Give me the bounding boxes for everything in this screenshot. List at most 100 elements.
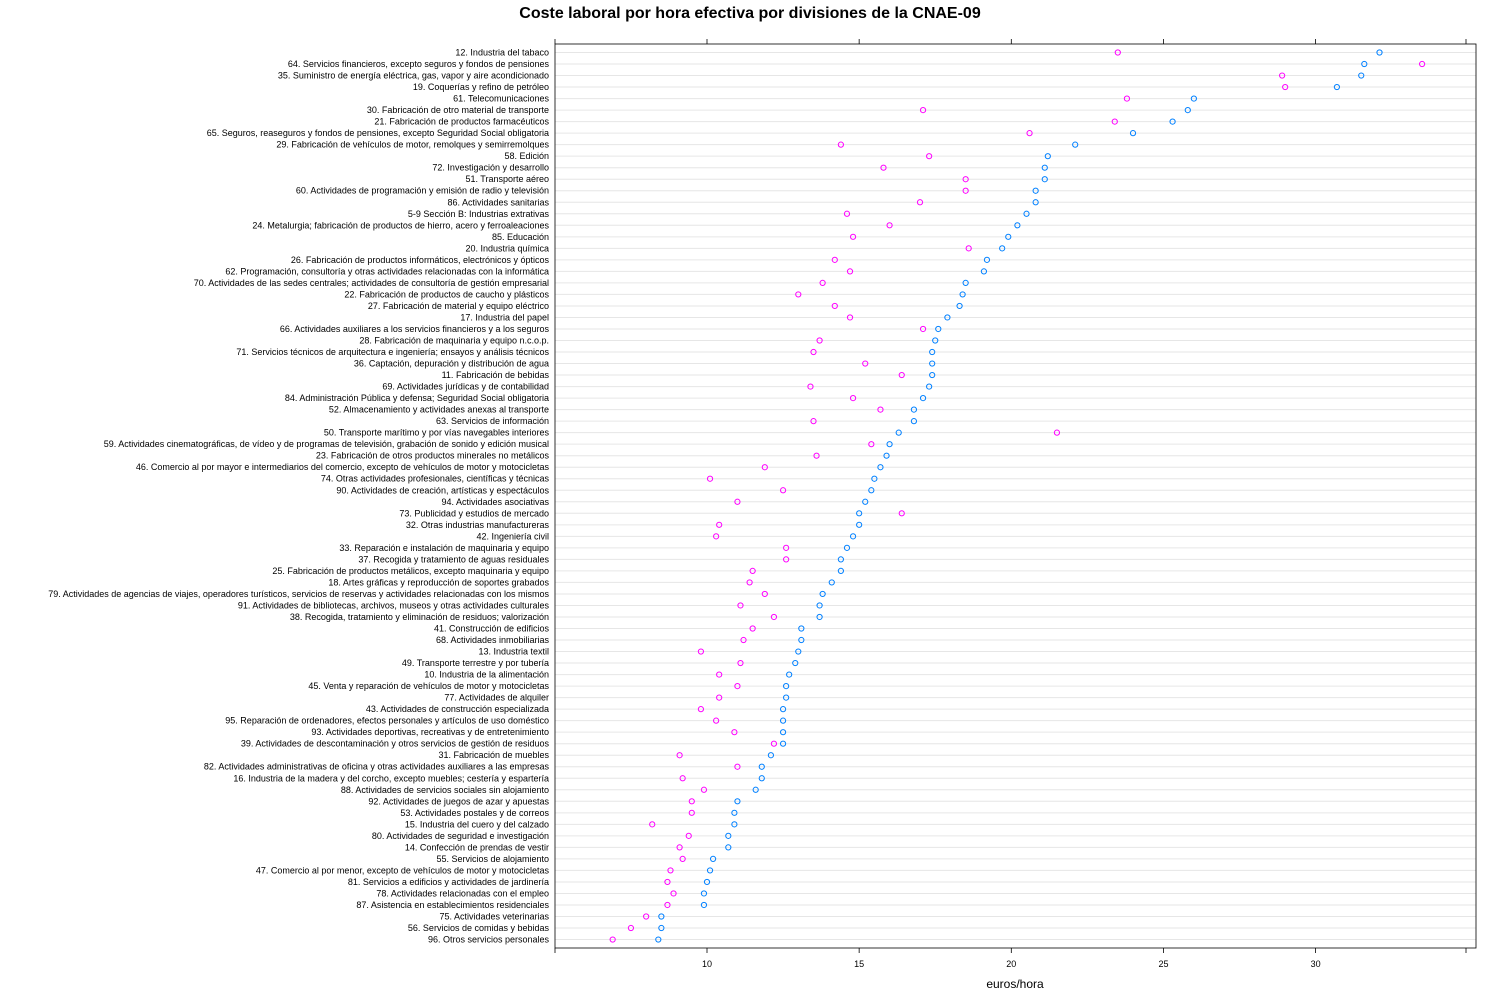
category-label: 37. Recogida y tratamiento de aguas resi… xyxy=(358,554,549,564)
category-label: 77. Actividades de alquiler xyxy=(444,693,549,703)
data-point xyxy=(871,475,878,482)
category-label: 93. Actividades deportivas, recreativas … xyxy=(311,727,549,737)
category-label: 45. Venta y reparación de vehículos de m… xyxy=(308,681,549,691)
category-label: 80. Actividades de seguridad e investiga… xyxy=(372,831,549,841)
data-point xyxy=(816,602,823,609)
data-point xyxy=(813,452,820,459)
data-point xyxy=(883,452,890,459)
data-point xyxy=(779,729,787,736)
x-tick-label: 10 xyxy=(702,959,712,969)
category-label: 78. Actividades relacionadas con el empl… xyxy=(376,888,549,898)
data-point xyxy=(731,809,738,816)
data-point xyxy=(877,406,884,413)
data-point xyxy=(868,487,875,494)
data-point xyxy=(1041,176,1048,183)
data-point xyxy=(846,314,854,321)
category-label: 79. Actividades de agencias de viajes, o… xyxy=(48,589,549,599)
data-point xyxy=(956,302,963,310)
data-point xyxy=(734,763,741,770)
data-point xyxy=(658,913,665,920)
data-point xyxy=(716,694,723,701)
data-point xyxy=(706,475,714,482)
category-label: 71. Servicios técnicos de arquitectura e… xyxy=(236,347,549,357)
category-label: 26. Fabricación de productos informático… xyxy=(291,255,550,265)
category-label: 27. Fabricación de material y equipo elé… xyxy=(368,301,549,311)
category-label: 20. Industria química xyxy=(465,243,549,253)
category-label: 47. Comercio al por menor, excepto de ve… xyxy=(256,865,550,875)
category-label: 35. Suministro de energía eléctrica, gas… xyxy=(278,71,549,81)
category-label: 58. Edición xyxy=(504,151,549,161)
data-point xyxy=(1358,72,1365,79)
category-label: 15. Industria del cuero y del calzado xyxy=(405,819,549,829)
data-point xyxy=(959,291,966,298)
category-label: 39. Actividades de descontaminación y ot… xyxy=(241,739,550,749)
category-label: 32. Otras industrias manufactureras xyxy=(406,520,550,530)
data-point xyxy=(1041,164,1048,171)
data-point xyxy=(895,429,902,436)
data-point xyxy=(795,648,802,655)
category-label: 55. Servicios de alojamiento xyxy=(436,854,549,864)
category-label: 50. Transporte marítimo y por vías naveg… xyxy=(324,428,550,438)
data-point xyxy=(929,360,936,367)
data-point xyxy=(700,786,708,793)
data-point xyxy=(770,740,778,747)
category-label: 66. Actividades auxiliares a los servici… xyxy=(280,324,550,334)
data-point xyxy=(819,279,826,286)
data-point xyxy=(658,924,665,932)
category-label: 87. Asistencia en establecimientos resid… xyxy=(356,900,549,910)
category-label: 75. Actividades veterinarias xyxy=(439,912,549,922)
category-label: 17. Industria del papel xyxy=(460,312,549,322)
data-point xyxy=(831,256,838,263)
data-point xyxy=(706,867,714,874)
data-point xyxy=(749,625,756,632)
data-point xyxy=(609,936,616,943)
category-label: 18. Artes gráficas y reproducción de sop… xyxy=(328,577,549,587)
data-point xyxy=(752,786,759,793)
data-point xyxy=(828,579,835,586)
data-point xyxy=(758,763,765,770)
data-point xyxy=(700,890,708,897)
data-point xyxy=(962,176,969,183)
category-label: 56. Servicios de comidas y bebidas xyxy=(408,923,550,933)
data-point xyxy=(1190,95,1197,102)
data-point xyxy=(962,279,969,286)
data-point xyxy=(1111,118,1118,125)
data-point xyxy=(926,153,933,160)
data-point xyxy=(898,510,905,517)
data-point xyxy=(932,337,939,344)
data-point xyxy=(1129,130,1137,137)
data-point xyxy=(667,867,674,874)
data-point xyxy=(713,717,720,724)
data-point xyxy=(816,337,823,344)
data-point xyxy=(837,567,844,575)
data-point xyxy=(1023,210,1030,217)
data-point xyxy=(929,371,936,379)
category-label: 69. Actividades jurídicas y de contabili… xyxy=(382,382,549,392)
data-point xyxy=(725,844,732,851)
category-label: 59. Actividades cinematográficas, de víd… xyxy=(104,439,549,449)
data-point xyxy=(999,245,1006,252)
category-label: 41. Construcción de edificios xyxy=(434,624,550,634)
data-point xyxy=(880,164,887,171)
data-point xyxy=(664,901,671,909)
category-label: 72. Investigación y desarrollo xyxy=(432,163,549,173)
category-label: 24. Metalurgia; fabricación de productos… xyxy=(252,220,549,230)
chart-title: Coste laboral por hora efectiva por divi… xyxy=(519,5,981,22)
category-label: 82. Actividades administrativas de ofici… xyxy=(204,762,550,772)
data-point xyxy=(734,683,741,690)
data-point xyxy=(886,222,893,229)
x-axis-label: euros/hora xyxy=(986,977,1044,991)
data-point xyxy=(1419,60,1426,68)
data-point xyxy=(1032,187,1039,194)
category-label: 68. Actividades inmobiliarias xyxy=(436,635,550,645)
category-label: 10. Industria de la alimentación xyxy=(424,670,549,680)
data-point xyxy=(716,671,723,678)
data-point xyxy=(734,498,741,505)
data-point xyxy=(697,706,705,713)
data-point xyxy=(1026,130,1033,137)
category-label: 65. Seguros, reaseguros y fondos de pens… xyxy=(207,128,549,138)
category-label: 49. Transporte terrestre y por tubería xyxy=(402,658,549,668)
category-label: 19. Coquerías y refino de petróleo xyxy=(413,82,549,92)
category-label: 13. Industria textil xyxy=(478,647,549,657)
data-point xyxy=(767,752,775,759)
